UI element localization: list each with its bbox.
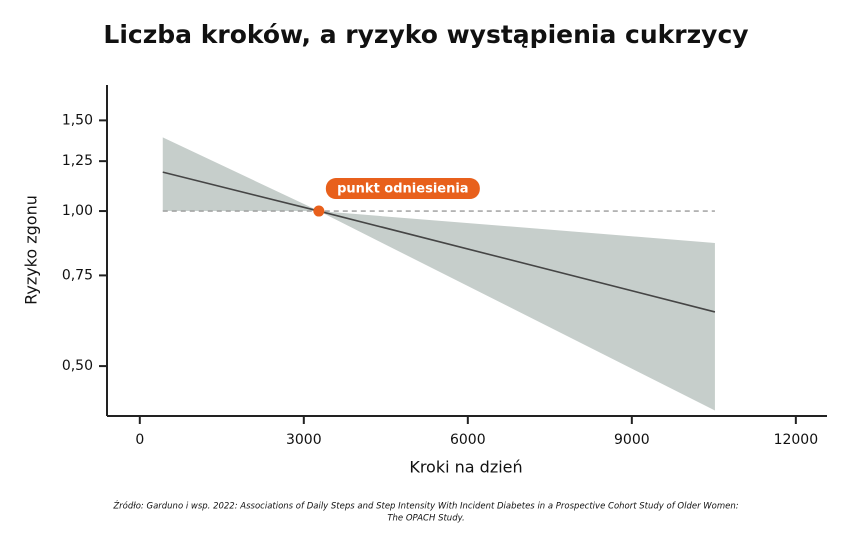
chart-title: Liczba kroków, a ryzyko wystąpienia cukr…: [103, 20, 748, 49]
source-note: Źródło: Garduno i wsp. 2022: Association…: [112, 500, 738, 512]
annotation-pill: [325, 178, 480, 200]
y-tick-label: 1,50: [62, 112, 93, 128]
x-tick-label: 0: [135, 432, 144, 448]
x-tick-label: 6000: [450, 432, 486, 448]
annotation-label: punkt odniesienia: [337, 182, 468, 197]
x-tick-label: 12000: [774, 432, 819, 448]
confidence-band: [162, 137, 715, 411]
y-tick-label: 0,50: [62, 358, 93, 374]
x-tick-label: 9000: [614, 432, 650, 448]
y-tick-label: 1,25: [62, 153, 93, 169]
x-tick-label: 3000: [286, 432, 322, 448]
y-tick-label: 0,75: [62, 267, 93, 283]
x-axis-label: Kroki na dzień: [409, 458, 522, 477]
reference-point: [313, 205, 325, 217]
source-note: The OPACH Study.: [387, 514, 464, 524]
y-tick-label: 1,00: [62, 203, 93, 219]
y-axis-label: Ryzyko zgonu: [22, 195, 41, 305]
